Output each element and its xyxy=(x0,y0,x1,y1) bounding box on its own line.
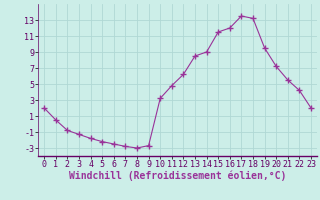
X-axis label: Windchill (Refroidissement éolien,°C): Windchill (Refroidissement éolien,°C) xyxy=(69,171,286,181)
